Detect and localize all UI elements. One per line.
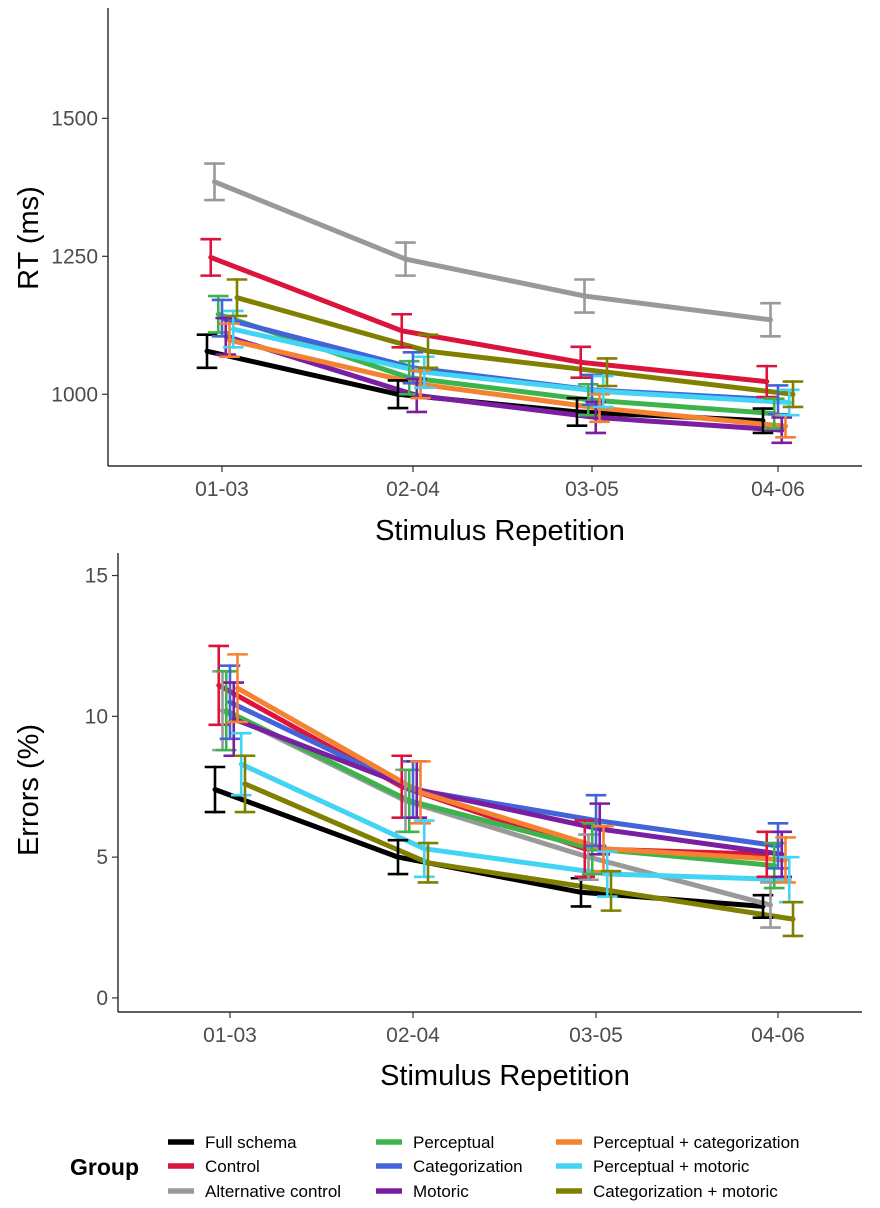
rt-x-axis-title: Stimulus Repetition (375, 515, 625, 547)
errors-y-tick-label: 0 (96, 987, 108, 1010)
rt-errorbars (196, 162, 804, 445)
errors-y-axis-title: Errors (%) (13, 724, 45, 856)
errors-x-tick-label: 03-05 (569, 1024, 623, 1047)
errors-error-bar-full-schema (570, 876, 592, 908)
rt-series-line-perceptual-categorization (227, 337, 788, 429)
errors-error-bar-motoric (771, 830, 793, 879)
errors-x-tick-label: 01-03 (203, 1024, 257, 1047)
rt-series-line-categorization-motoric (234, 295, 796, 397)
legend-label-perceptual: Perceptual (413, 1133, 494, 1152)
rt-error-bar-control (391, 312, 413, 349)
rt-error-bar-categorization-motoric (782, 380, 804, 409)
rt-series-line-motoric (223, 333, 785, 433)
rt-y-tick-label: 1000 (51, 383, 98, 406)
errors-series-line-categorization-motoric (242, 781, 796, 922)
legend-label-full-schema: Full schema (205, 1133, 297, 1152)
errors-error-bar-perceptual (398, 768, 420, 834)
legend-label-categorization-motoric: Categorization + motoric (593, 1182, 778, 1201)
errors-error-bar-full-schema (204, 765, 226, 814)
errors-error-bar-control (208, 644, 230, 727)
errors-error-bar-perceptual-motoric (596, 850, 618, 898)
errors-error-bar-perceptual-motoric (413, 819, 435, 879)
errors-y-tick-label: 5 (96, 846, 108, 869)
rt-error-bar-perceptual-motoric (413, 355, 435, 389)
errors-error-bar-categorization-motoric (782, 900, 804, 938)
errors-lines (212, 682, 796, 922)
rt-error-bar-perceptual-categorization (410, 369, 431, 400)
rt-error-bar-full-schema (387, 379, 409, 410)
errors-series-line-perceptual-motoric (238, 761, 792, 883)
errors-error-bar-full-schema (752, 893, 774, 919)
rt-error-bar-control (200, 237, 222, 277)
errors-error-bar-alternative-control (578, 833, 599, 881)
rt-error-bar-control (570, 345, 592, 380)
rt-y-tick-label: 1250 (51, 245, 98, 268)
errors-panel: Stimulus Repetition Errors (%) 0 5 10 15 01-… (13, 553, 862, 1092)
errors-error-bar-categorization (219, 664, 241, 741)
legend-label-perceptual-categorization: Perceptual + categorization (593, 1133, 800, 1152)
rt-series-line-alternative-control (212, 179, 773, 323)
rt-error-bar-full-schema (752, 407, 774, 435)
rt-error-bar-perceptual (577, 383, 599, 417)
errors-error-bar-full-schema (387, 838, 409, 876)
errors-error-bar-categorization-motoric (234, 754, 256, 814)
errors-error-bar-perceptual (763, 841, 785, 890)
rt-error-bar-full-schema (566, 396, 588, 428)
rt-error-bar-alternative-control (574, 278, 595, 314)
errors-error-bar-perceptual-motoric (230, 731, 252, 797)
rt-error-bar-perceptual-motoric (778, 388, 800, 417)
rt-x-tick-label: 01-03 (195, 478, 249, 501)
errors-error-bar-perceptual-categorization (227, 653, 248, 724)
errors-x-axis-title: Stimulus Repetition (380, 1060, 630, 1092)
rt-y-axis-title: RT (ms) (13, 186, 45, 290)
legend: Group Full schema Control Alternative cont… (70, 1133, 800, 1201)
errors-error-bar-perceptual (581, 822, 603, 876)
errors-series-line-categorization (227, 699, 781, 849)
legend-label-categorization: Categorization (413, 1157, 523, 1176)
errors-y-tick-label: 15 (85, 565, 108, 588)
legend-label-alternative-control: Alternative control (205, 1182, 341, 1201)
legend-title: Group (70, 1154, 139, 1180)
rt-error-bar-alternative-control (395, 241, 416, 277)
errors-error-bar-categorization-motoric (417, 841, 439, 884)
rt-error-bar-motoric (406, 377, 428, 414)
rt-x-tick-label: 03-05 (565, 478, 619, 501)
errors-x-tick-label: 02-04 (386, 1024, 440, 1047)
rt-error-bar-control (756, 364, 778, 399)
legend-label-control: Control (205, 1157, 260, 1176)
rt-error-bar-alternative-control (760, 301, 781, 338)
rt-error-bar-perceptual (207, 294, 229, 334)
rt-series-line-control (208, 254, 770, 385)
rt-lines (204, 179, 796, 433)
legend-label-motoric: Motoric (413, 1182, 469, 1201)
errors-y-tick-label: 10 (85, 705, 108, 728)
rt-y-tick-label: 1500 (51, 107, 98, 130)
rt-error-bar-categorization-motoric (596, 357, 618, 388)
rt-x-tick-label: 04-06 (751, 478, 805, 501)
rt-error-bar-categorization-motoric (226, 278, 248, 318)
errors-error-bar-categorization-motoric (600, 869, 622, 912)
errors-series-line-motoric (231, 716, 785, 857)
rt-series-line-perceptual-motoric (230, 326, 792, 405)
errors-error-bar-control (574, 819, 596, 879)
rt-x-tick-label: 02-04 (386, 478, 440, 501)
errors-error-bar-perceptual-categorization (775, 836, 796, 884)
rt-error-bar-categorization-motoric (417, 333, 439, 370)
errors-error-bar-perceptual-categorization (410, 760, 431, 825)
legend-label-perceptual-motoric: Perceptual + motoric (593, 1157, 750, 1176)
rt-error-bar-perceptual-motoric (592, 374, 614, 409)
errors-error-bar-perceptual (215, 669, 237, 752)
errors-series-line-perceptual (223, 708, 777, 869)
errors-x-tick-label: 04-06 (751, 1024, 805, 1047)
rt-panel: Stimulus Repetition RT (ms) 1000 1250 1500… (13, 8, 862, 547)
errors-series-line-perceptual-categorization (235, 685, 788, 863)
rt-error-bar-perceptual-categorization (219, 322, 240, 359)
errors-error-bar-motoric (589, 802, 611, 856)
errors-errorbars (204, 644, 804, 938)
rt-error-bar-full-schema (196, 333, 218, 370)
rt-error-bar-alternative-control (204, 162, 225, 202)
